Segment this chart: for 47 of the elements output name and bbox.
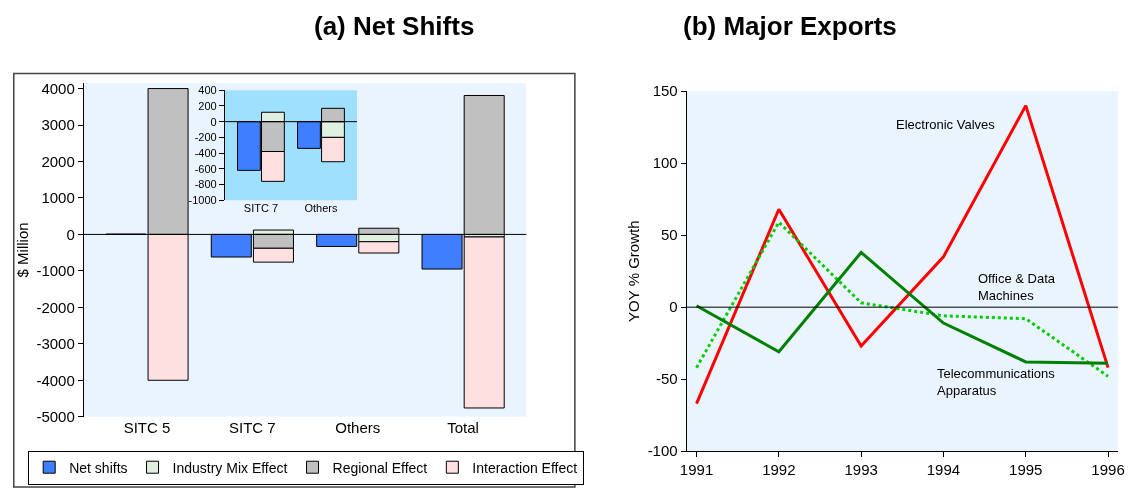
y-tick-label: 150 — [652, 82, 678, 100]
x-tick-label: 1995 — [1009, 461, 1043, 479]
x-tick-label: 1993 — [844, 461, 878, 479]
legend-label: Interaction Effect — [472, 459, 578, 476]
x-tick-label: SITC 5 — [123, 418, 171, 436]
y-tick-label: 1000 — [41, 189, 75, 207]
legend-label: Industry Mix Effect — [172, 459, 288, 476]
y-tick-label: -1000 — [188, 194, 217, 207]
y-tick-label: 100 — [652, 154, 678, 172]
y-axis-title: YOY % Growth — [624, 220, 642, 322]
y-tick-label: -200 — [194, 131, 217, 144]
x-tick-label: SITC 7 — [243, 202, 279, 215]
chart-title: (a) Net Shifts — [314, 11, 475, 41]
y-tick-label: 50 — [660, 226, 678, 244]
y-tick-label: -600 — [194, 162, 217, 175]
y-tick-label: 2000 — [41, 152, 75, 170]
y-tick-label: -1000 — [36, 262, 75, 280]
y-axis-title: $ Million — [13, 222, 31, 278]
legend-label: Regional Effect — [332, 459, 428, 476]
x-tick-label: 1996 — [1091, 461, 1125, 479]
y-tick-label: 400 — [198, 84, 217, 97]
x-tick-label: 1994 — [926, 461, 961, 479]
y-tick-label: -50 — [655, 370, 678, 388]
y-tick-label: -2000 — [36, 298, 75, 316]
legend-label: Net shifts — [69, 459, 128, 476]
y-tick-label: 0 — [669, 298, 678, 316]
x-tick-label: Total — [447, 418, 479, 436]
y-tick-label: -3000 — [36, 335, 75, 353]
y-tick-label: 0 — [66, 225, 75, 243]
y-tick-label: 4000 — [41, 79, 75, 97]
y-tick-label: 0 — [210, 115, 217, 128]
x-tick-label: 1991 — [679, 461, 714, 479]
x-tick-label: SITC 7 — [229, 418, 276, 436]
series-label: Office & Data Machines — [978, 271, 1056, 303]
y-tick-label: -5000 — [36, 407, 75, 425]
y-tick-label: -100 — [647, 442, 678, 460]
y-tick-label: -4000 — [36, 371, 75, 389]
series-label: Electronic Valves — [896, 117, 996, 132]
x-tick-label: Others — [304, 202, 338, 215]
y-tick-label: 3000 — [41, 116, 75, 134]
x-tick-label: 1992 — [762, 461, 796, 479]
x-tick-label: Others — [335, 418, 381, 436]
y-tick-label: 200 — [198, 99, 217, 112]
y-tick-label: -400 — [194, 146, 217, 159]
chart-title: (b) Major Exports — [683, 11, 897, 41]
y-tick-label: -800 — [194, 178, 217, 191]
series-label: Telecommunications Apparatus — [937, 366, 1056, 398]
